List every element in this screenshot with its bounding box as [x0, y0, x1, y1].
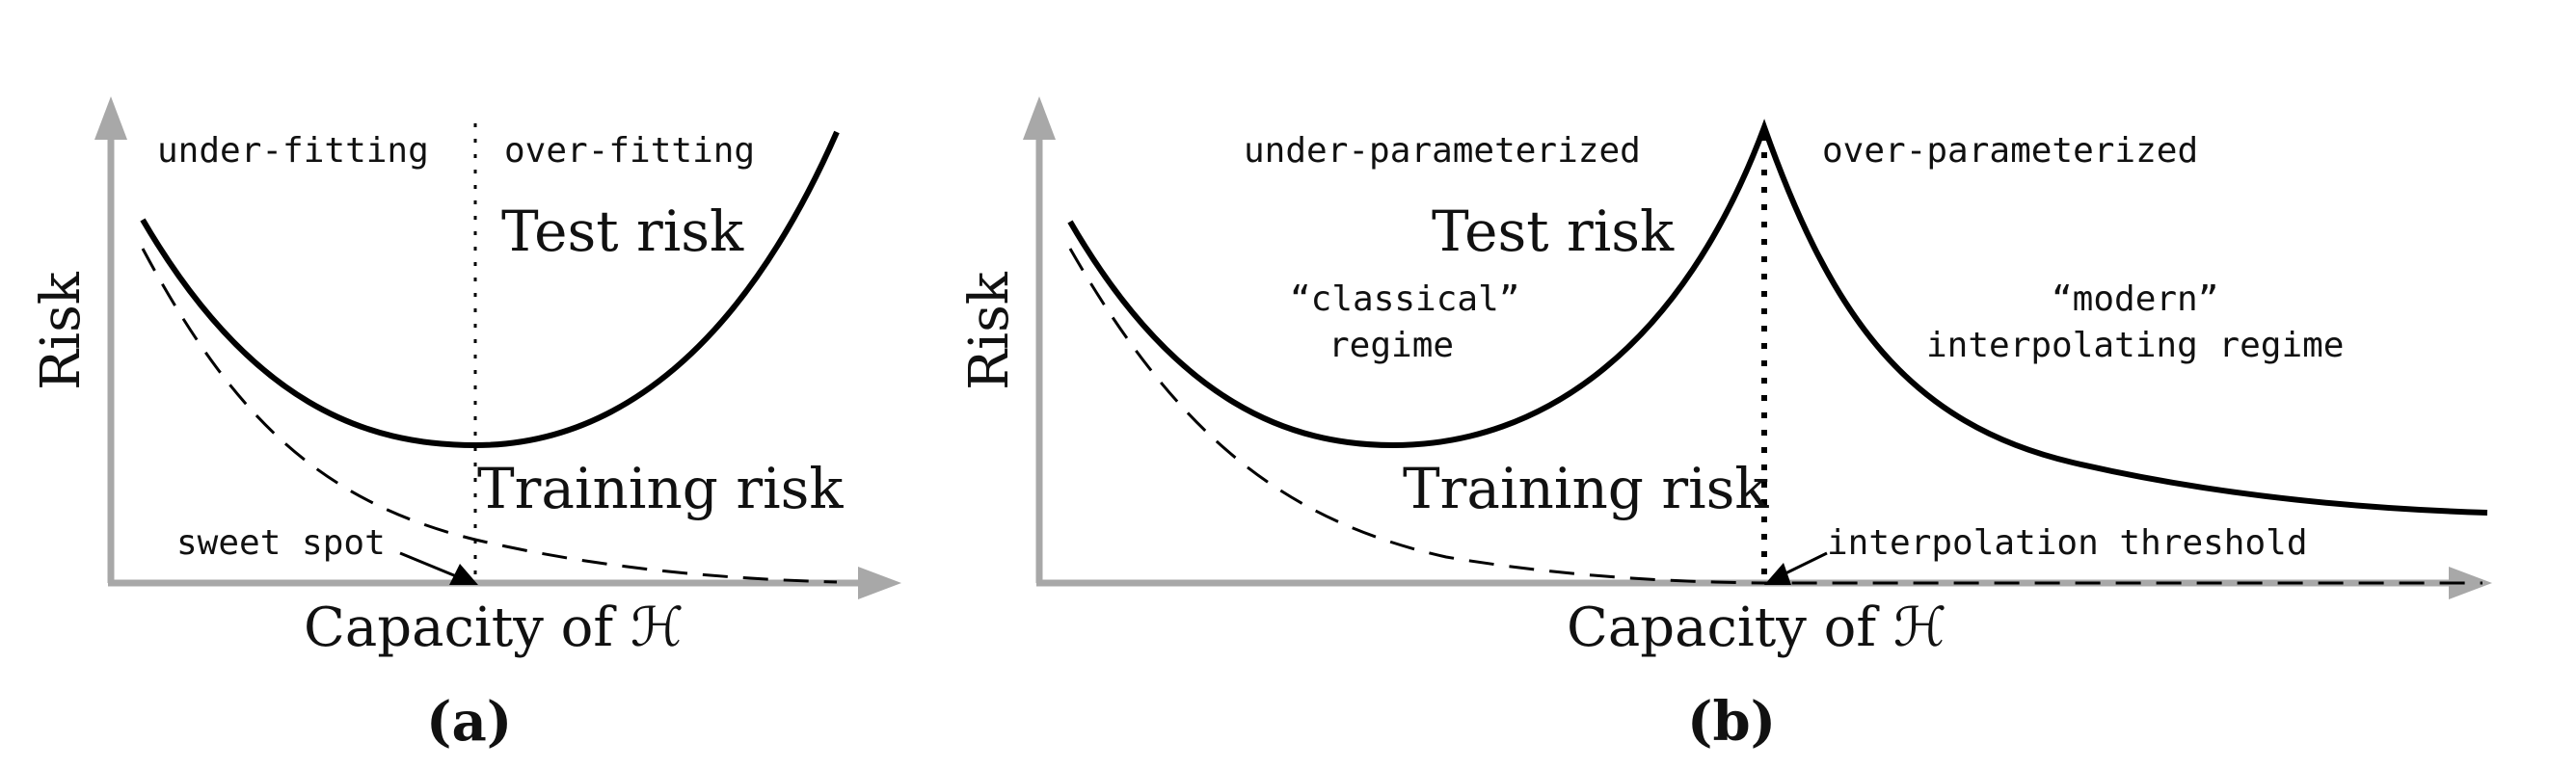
panel-b-region-left: under-parameterized [1244, 131, 1641, 171]
panel-a-region-left: under-fitting [157, 131, 429, 171]
panel-b-training-risk-label: Training risk [1403, 456, 1769, 521]
panel-b-x-axis-arrow [2449, 567, 2492, 599]
panel-b-y-axis-arrow [1023, 96, 1056, 140]
panel-b-threshold-arrowhead [1764, 563, 1791, 585]
panel-b-tag: (b) [1687, 690, 1776, 754]
panel-a-region-right: over-fitting [504, 131, 755, 171]
panel-b-threshold-pointer [1781, 551, 1828, 577]
panel-a-tag: (a) [426, 690, 512, 754]
panel-a-y-axis-arrow [94, 96, 127, 140]
panel-b-region-right: over-parameterized [1822, 131, 2198, 171]
panel-b-test-risk-curve [1067, 119, 2488, 516]
panel-b-modern-line1: “modern” [2052, 279, 2218, 319]
panel-a-y-axis-label: Risk [30, 271, 93, 390]
panel-b-test-risk-label: Test risk [1432, 199, 1675, 264]
panel-b-training-risk-curve [1068, 248, 2482, 585]
panel-a-sweet-spot-pointer [399, 551, 462, 580]
panel-a: under-fitting over-fitting Test risk Tra… [30, 96, 901, 754]
panel-a-x-axis-arrow [858, 567, 901, 599]
panel-a-test-risk-label: Test risk [501, 199, 744, 264]
panel-a-training-risk-curve [141, 248, 838, 584]
panel-a-training-risk-label: Training risk [477, 456, 844, 521]
panel-b-y-axis-label: Risk [958, 271, 1021, 390]
panel-b-modern-line2: interpolating regime [1926, 326, 2344, 365]
panel-b-classical-line1: “classical” [1290, 279, 1519, 319]
panel-b: under-parameterized over-parameterized T… [958, 96, 2492, 754]
panel-a-sweet-spot-label: sweet spot [176, 523, 386, 563]
panel-a-x-axis-label: Capacity of ℋ [304, 597, 684, 659]
panel-b-x-axis-label: Capacity of ℋ [1567, 597, 1946, 659]
panel-b-classical-line2: regime [1328, 326, 1454, 365]
panel-a-test-risk-curve [140, 130, 840, 449]
panel-b-threshold-label: interpolation threshold [1827, 523, 2308, 563]
panel-a-sweet-spot-arrowhead [449, 564, 478, 585]
